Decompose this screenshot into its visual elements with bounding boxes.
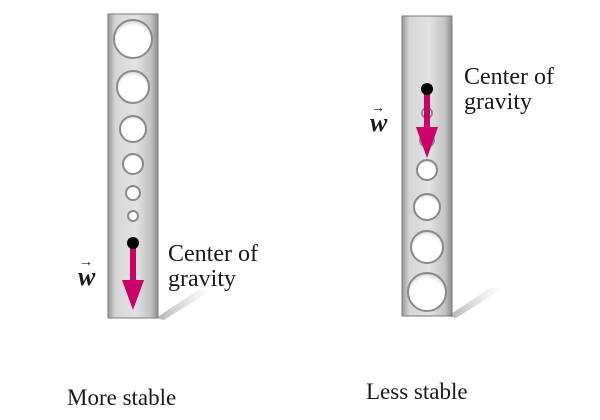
right-weight-symbol: w bbox=[370, 108, 388, 137]
hole bbox=[116, 70, 150, 104]
vector-arrow-icon: → bbox=[371, 101, 385, 116]
hole bbox=[407, 272, 447, 312]
hole bbox=[416, 159, 438, 181]
right-cg-label-line2: gravity bbox=[464, 89, 532, 115]
hole bbox=[125, 185, 141, 201]
hole bbox=[119, 115, 147, 143]
right-weight-vector-label: → w bbox=[370, 101, 388, 138]
left-weight-arrow-head bbox=[122, 280, 144, 310]
left-bar-shadow bbox=[156, 290, 212, 320]
left-cg-label-line1: Center of bbox=[168, 241, 258, 267]
hole bbox=[122, 153, 144, 175]
right-cg-label: Center of gravity bbox=[464, 65, 554, 115]
hole bbox=[413, 193, 441, 221]
right-cg-label-line1: Center of bbox=[464, 64, 554, 90]
left-bar-holes bbox=[113, 19, 153, 222]
left-bar-group bbox=[107, 13, 212, 320]
right-bar-group bbox=[401, 15, 504, 318]
left-cg-label-line2: gravity bbox=[168, 266, 236, 292]
vector-arrow-icon: → bbox=[79, 255, 93, 270]
left-weight-symbol: w bbox=[78, 262, 96, 291]
hole bbox=[410, 230, 444, 264]
right-center-of-gravity-dot bbox=[421, 83, 433, 95]
right-weight-arrow-head bbox=[416, 127, 438, 158]
right-caption: Less stable bbox=[366, 379, 468, 404]
right-bar-holes bbox=[407, 107, 447, 312]
left-center-of-gravity-dot bbox=[127, 237, 139, 249]
hole bbox=[127, 210, 139, 222]
left-cg-label: Center of gravity bbox=[168, 242, 258, 292]
right-bar-shadow bbox=[448, 288, 504, 318]
left-weight-vector-label: → w bbox=[78, 255, 96, 292]
left-caption: More stable bbox=[67, 385, 177, 410]
hole bbox=[113, 19, 153, 59]
